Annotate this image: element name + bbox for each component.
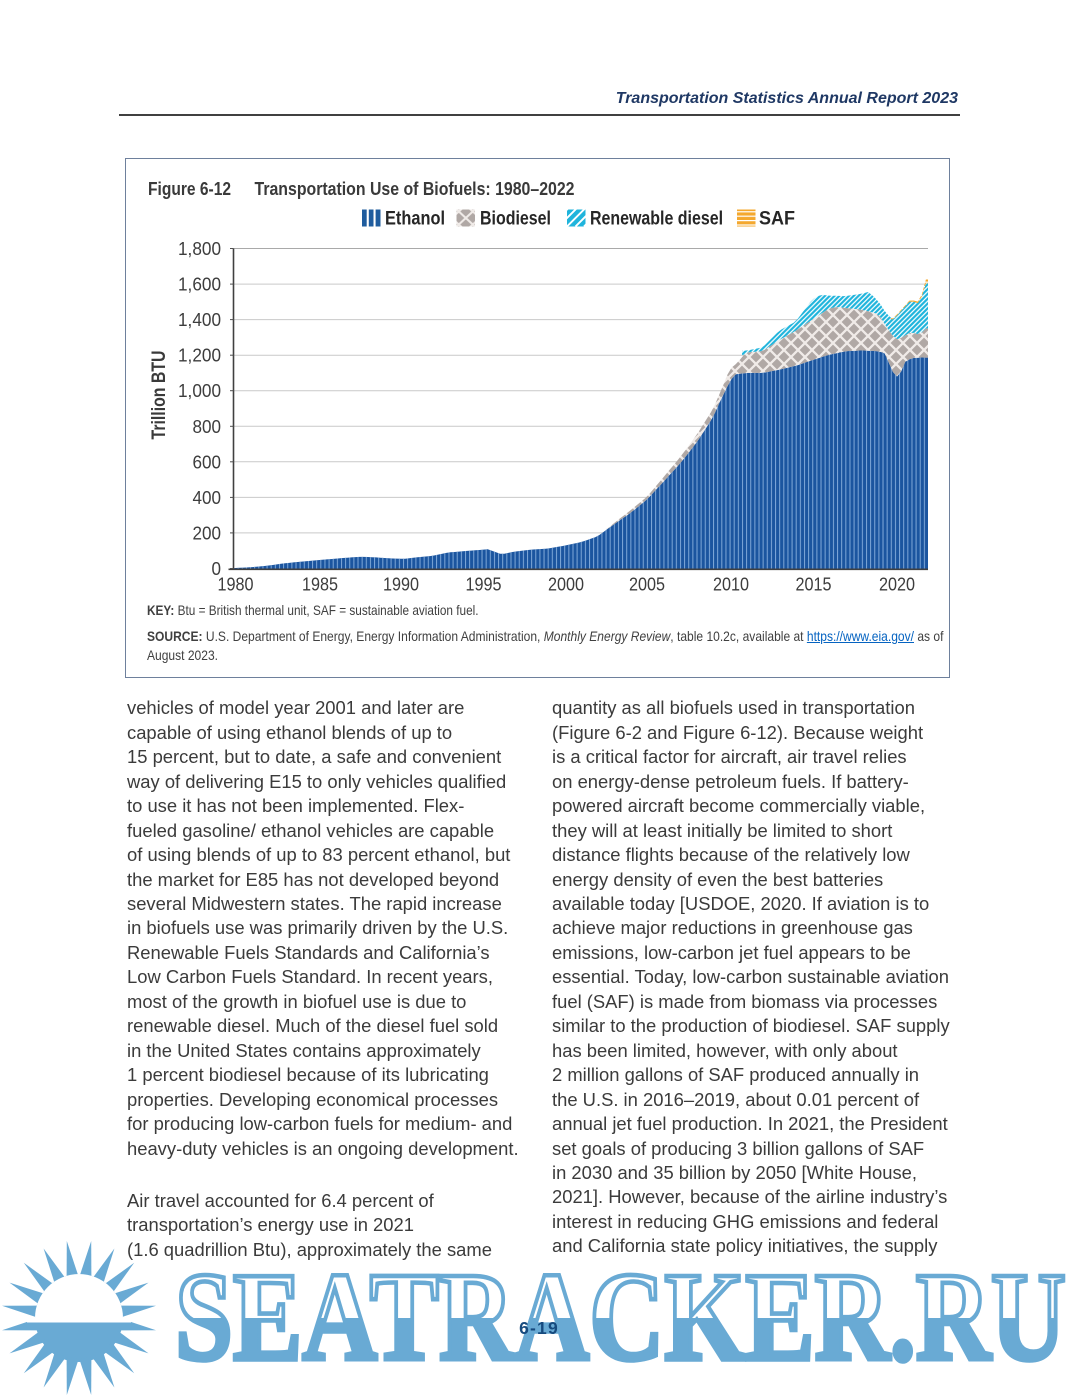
svg-text:2020: 2020: [879, 575, 915, 595]
svg-text:200: 200: [193, 522, 222, 543]
svg-text:1,800: 1,800: [178, 238, 221, 259]
svg-text:Trillion BTU: Trillion BTU: [149, 351, 170, 440]
svg-text:SEATRACKER.RU: SEATRACKER.RU: [175, 1248, 1066, 1388]
svg-text:Figure 6-12: Figure 6-12: [148, 178, 231, 199]
svg-text:1995: 1995: [466, 575, 502, 595]
svg-text:1,400: 1,400: [178, 309, 221, 330]
svg-text:Transportation Use of Biofuels: Transportation Use of Biofuels: 1980–202…: [255, 178, 575, 199]
svg-text:Renewable diesel: Renewable diesel: [590, 209, 723, 230]
svg-text:600: 600: [193, 451, 222, 472]
svg-text:2000: 2000: [548, 575, 584, 595]
svg-text:1,000: 1,000: [178, 380, 221, 401]
svg-text:2015: 2015: [796, 575, 832, 595]
svg-text:1,600: 1,600: [178, 274, 221, 295]
svg-text:2005: 2005: [629, 575, 665, 595]
svg-text:SAF: SAF: [759, 209, 795, 230]
svg-text:2010: 2010: [713, 575, 749, 595]
svg-text:400: 400: [193, 487, 222, 508]
svg-text:1980: 1980: [218, 575, 254, 595]
svg-text:0: 0: [212, 558, 222, 579]
svg-text:Ethanol: Ethanol: [385, 209, 445, 230]
svg-text:800: 800: [193, 416, 222, 437]
svg-text:1,200: 1,200: [178, 345, 221, 366]
svg-text:1990: 1990: [383, 575, 419, 595]
svg-text:1985: 1985: [302, 575, 338, 595]
svg-text:Biodiesel: Biodiesel: [480, 209, 551, 230]
